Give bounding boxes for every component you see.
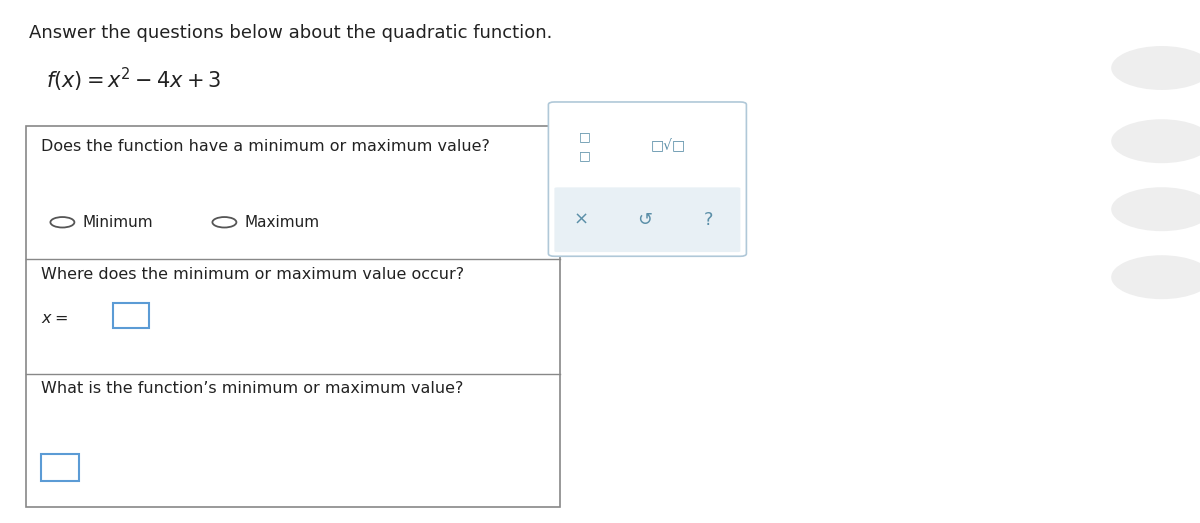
Text: ×: × — [574, 211, 588, 229]
FancyBboxPatch shape — [554, 111, 740, 188]
FancyBboxPatch shape — [548, 102, 746, 256]
Circle shape — [1111, 46, 1200, 90]
Text: ⎕: ⎕ — [1157, 268, 1166, 286]
Circle shape — [212, 217, 236, 228]
FancyBboxPatch shape — [41, 454, 79, 481]
Text: Answer the questions below about the quadratic function.: Answer the questions below about the qua… — [29, 24, 552, 41]
Text: ≡: ≡ — [1154, 132, 1169, 150]
Text: ∞: ∞ — [1154, 59, 1169, 77]
Circle shape — [50, 217, 74, 228]
Text: Where does the minimum or maximum value occur?: Where does the minimum or maximum value … — [41, 267, 464, 282]
Text: □: □ — [578, 150, 590, 162]
Text: $f(x) = x^2 - 4x + 3$: $f(x) = x^2 - 4x + 3$ — [46, 65, 221, 94]
Text: ▶: ▶ — [1154, 200, 1169, 218]
FancyBboxPatch shape — [113, 303, 149, 328]
Text: What is the function’s minimum or maximum value?: What is the function’s minimum or maximu… — [41, 381, 463, 396]
Text: Minimum: Minimum — [83, 215, 154, 230]
Text: ?: ? — [703, 211, 713, 229]
Text: Does the function have a minimum or maximum value?: Does the function have a minimum or maxi… — [41, 139, 490, 154]
Text: □√□: □√□ — [650, 140, 686, 153]
Text: $x =$: $x =$ — [41, 311, 67, 326]
Circle shape — [1111, 119, 1200, 163]
Circle shape — [1111, 187, 1200, 231]
Text: □: □ — [578, 131, 590, 143]
FancyBboxPatch shape — [26, 126, 560, 507]
Circle shape — [1111, 255, 1200, 299]
Text: Maximum: Maximum — [245, 215, 320, 230]
FancyBboxPatch shape — [554, 187, 740, 252]
Text: ↺: ↺ — [637, 211, 652, 229]
